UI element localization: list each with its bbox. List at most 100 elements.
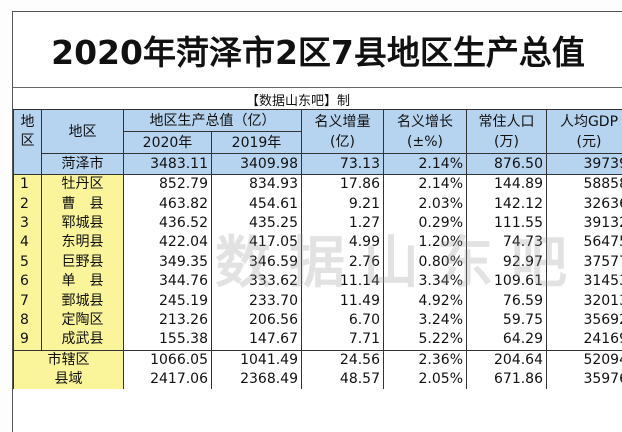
header-idx-line1: 地 xyxy=(21,114,35,130)
summary-per-capita: 52094 xyxy=(547,350,622,370)
row-idx: 9 xyxy=(14,330,42,350)
row-gdp-2019: 834.93 xyxy=(212,175,302,195)
row-gdp-2020: 436.52 xyxy=(124,214,212,233)
header-idx: 地 区 xyxy=(14,110,42,154)
table-row: 3 郓城县 436.52 435.25 1.27 0.29% 111.55 39… xyxy=(14,214,622,233)
city-name: 菏泽市 xyxy=(42,154,124,175)
row-growth: 3.24% xyxy=(384,311,467,330)
table-row: 9 成武县 155.38 147.67 7.71 5.22% 64.29 241… xyxy=(14,330,622,350)
row-population: 144.89 xyxy=(467,175,547,195)
city-per-capita: 39739 xyxy=(547,154,622,175)
spreadsheet: 2020年菏泽市2区7县地区生产总值 【数据山东吧】制 地 区 地区 地区生产总… xyxy=(12,11,622,432)
table-row: 5 巨野县 349.35 346.59 2.76 0.80% 92.97 375… xyxy=(14,253,622,272)
row-increment: 4.99 xyxy=(302,233,384,252)
table-row: 1 牡丹区 852.79 834.93 17.86 2.14% 144.89 5… xyxy=(14,175,622,195)
row-per-capita: 32013 xyxy=(547,291,622,310)
row-growth: 1.20% xyxy=(384,233,467,252)
row-population: 74.73 xyxy=(467,233,547,252)
summary-growth: 2.36% xyxy=(384,350,467,370)
city-population: 876.50 xyxy=(467,154,547,175)
row-gdp-2020: 155.38 xyxy=(124,330,212,350)
summary-gdp-2019: 2368.49 xyxy=(212,370,302,389)
row-gdp-2020: 213.26 xyxy=(124,311,212,330)
row-increment: 2.76 xyxy=(302,253,384,272)
header-gdp-2019: 2019年 xyxy=(212,132,302,154)
row-gdp-2019: 435.25 xyxy=(212,214,302,233)
row-region: 成武县 xyxy=(42,330,124,350)
row-per-capita: 58858 xyxy=(547,175,622,195)
table-row: 2 曹 县 463.82 454.61 9.21 2.03% 142.12 32… xyxy=(14,194,622,213)
row-idx: 7 xyxy=(14,291,42,310)
row-growth: 4.92% xyxy=(384,291,467,310)
summary-increment: 24.56 xyxy=(302,350,384,370)
row-region: 鄄城县 xyxy=(42,291,124,310)
header-growth: 名义增长 (±%) xyxy=(384,110,467,154)
city-increment: 73.13 xyxy=(302,154,384,175)
table-row: 6 单 县 344.76 333.62 11.14 3.34% 109.61 3… xyxy=(14,272,622,291)
row-increment: 17.86 xyxy=(302,175,384,195)
summary-gdp-2020: 1066.05 xyxy=(124,350,212,370)
summary-gdp-2020: 2417.06 xyxy=(124,370,212,389)
city-gdp-2020: 3483.11 xyxy=(124,154,212,175)
row-growth: 0.80% xyxy=(384,253,467,272)
row-gdp-2019: 346.59 xyxy=(212,253,302,272)
city-growth: 2.14% xyxy=(384,154,467,175)
row-region: 东明县 xyxy=(42,233,124,252)
summary-population: 204.64 xyxy=(467,350,547,370)
row-growth: 3.34% xyxy=(384,272,467,291)
header-gdp-2020: 2020年 xyxy=(124,132,212,154)
row-population: 64.29 xyxy=(467,330,547,350)
header-per-capita-line1: 人均GDP xyxy=(560,114,618,130)
row-population: 109.61 xyxy=(467,272,547,291)
row-increment: 7.71 xyxy=(302,330,384,350)
row-gdp-2019: 233.70 xyxy=(212,291,302,310)
header-growth-line1: 名义增长 xyxy=(397,114,453,130)
row-gdp-2019: 206.56 xyxy=(212,311,302,330)
header-row-1: 地 区 地区 地区生产总值（亿） 名义增量 (亿) 名义增长 (±%) 常住人口… xyxy=(14,110,622,132)
row-idx: 5 xyxy=(14,253,42,272)
header-idx-line2: 区 xyxy=(21,133,35,149)
header-increment-line2: (亿) xyxy=(330,134,355,150)
row-increment: 11.14 xyxy=(302,272,384,291)
summary-population: 671.86 xyxy=(467,370,547,389)
row-region: 郓城县 xyxy=(42,214,124,233)
row-per-capita: 39132 xyxy=(547,214,622,233)
summary-gdp-2019: 1041.49 xyxy=(212,350,302,370)
row-idx: 1 xyxy=(14,175,42,195)
city-total-row: 菏泽市 3483.11 3409.98 73.13 2.14% 876.50 3… xyxy=(14,154,622,175)
row-population: 142.12 xyxy=(467,194,547,213)
table-row: 4 东明县 422.04 417.05 4.99 1.20% 74.73 564… xyxy=(14,233,622,252)
row-gdp-2020: 245.19 xyxy=(124,291,212,310)
row-increment: 9.21 xyxy=(302,194,384,213)
row-growth: 5.22% xyxy=(384,330,467,350)
city-idx-cell xyxy=(14,154,42,175)
row-region: 巨野县 xyxy=(42,253,124,272)
row-idx: 4 xyxy=(14,233,42,252)
row-per-capita: 31453 xyxy=(547,272,622,291)
row-per-capita: 37577 xyxy=(547,253,622,272)
header-gdp-group: 地区生产总值（亿） xyxy=(124,110,302,132)
row-per-capita: 32636 xyxy=(547,194,622,213)
summary-row-county: 县域 2417.06 2368.49 48.57 2.05% 671.86 35… xyxy=(14,370,622,389)
summary-increment: 48.57 xyxy=(302,370,384,389)
row-gdp-2020: 349.35 xyxy=(124,253,212,272)
row-gdp-2019: 147.67 xyxy=(212,330,302,350)
row-gdp-2020: 852.79 xyxy=(124,175,212,195)
row-per-capita: 24169 xyxy=(547,330,622,350)
header-increment: 名义增量 (亿) xyxy=(302,110,384,154)
row-gdp-2020: 344.76 xyxy=(124,272,212,291)
row-growth: 0.29% xyxy=(384,214,467,233)
row-idx: 6 xyxy=(14,272,42,291)
table-row: 7 鄄城县 245.19 233.70 11.49 4.92% 76.59 32… xyxy=(14,291,622,310)
row-gdp-2019: 454.61 xyxy=(212,194,302,213)
header-per-capita: 人均GDP (元) xyxy=(547,110,622,154)
city-gdp-2019: 3409.98 xyxy=(212,154,302,175)
row-population: 92.97 xyxy=(467,253,547,272)
row-growth: 2.03% xyxy=(384,194,467,213)
row-increment: 6.70 xyxy=(302,311,384,330)
row-idx: 2 xyxy=(14,194,42,213)
table-title: 2020年菏泽市2区7县地区生产总值 xyxy=(13,12,622,88)
row-region: 单 县 xyxy=(42,272,124,291)
row-population: 76.59 xyxy=(467,291,547,310)
table-subtitle: 【数据山东吧】制 xyxy=(13,89,622,109)
